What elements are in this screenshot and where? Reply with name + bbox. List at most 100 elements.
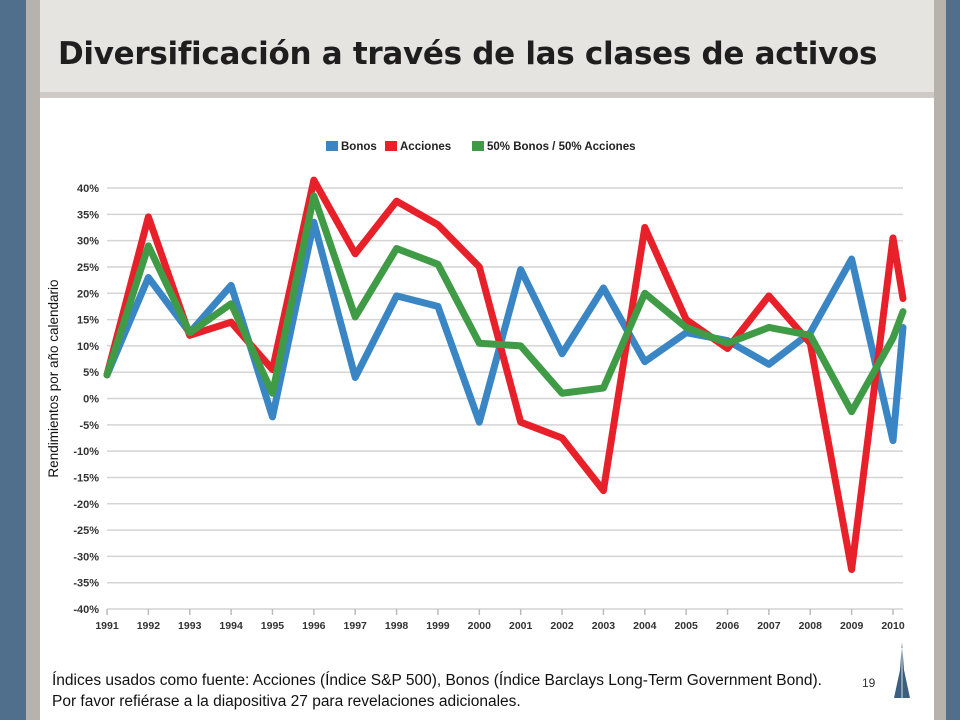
data-point [561, 353, 563, 355]
series-line-50-bonos-50-acciones [103, 192, 907, 416]
y-tick-label: 30% [77, 236, 99, 248]
y-tick-label: -30% [73, 551, 99, 563]
data-point [313, 195, 315, 197]
slide-title: Diversificación a través de las clases d… [58, 36, 878, 72]
data-point [892, 237, 894, 239]
data-point [520, 345, 522, 347]
data-point [271, 369, 273, 371]
x-tick-label: 2000 [468, 620, 492, 632]
header-divider [40, 92, 934, 98]
data-point [768, 326, 770, 328]
data-point [189, 332, 191, 334]
y-tick-label: 0% [83, 394, 99, 406]
chart-area: 40% 35% 30% 25% 20% 15% 10% 5% 0% -5% -10% -15% -20%… [40, 106, 934, 638]
y-tick-label: 5% [83, 367, 99, 379]
y-tick-label: 10% [77, 341, 99, 353]
data-point [437, 263, 439, 265]
y-tick-label: 25% [77, 262, 99, 274]
x-tick-label: 1994 [219, 620, 243, 632]
data-point [354, 376, 356, 378]
data-point [602, 287, 604, 289]
x-tick-label: 1992 [137, 620, 161, 632]
slide: Diversificación a través de las clases d… [40, 0, 934, 720]
slide-frame-right [946, 0, 960, 720]
data-point [809, 334, 811, 336]
x-tick-label: 2007 [757, 620, 781, 632]
x-tick-label: 1995 [261, 620, 285, 632]
legend-swatch [326, 141, 338, 151]
y-tick-label: 40% [77, 183, 99, 195]
y-tick-label: -5% [79, 420, 99, 432]
data-point [768, 295, 770, 297]
y-axis-label: Rendimientos por año calendario [46, 279, 61, 477]
x-tick-label: 2004 [633, 620, 657, 632]
x-tick-label: 2002 [550, 620, 574, 632]
data-point [147, 276, 149, 278]
data-point [354, 253, 356, 255]
data-point [230, 284, 232, 286]
legend-swatch [472, 141, 484, 151]
data-point [396, 295, 398, 297]
slide-frame-bar-right [934, 0, 946, 720]
y-tick-label: 35% [77, 209, 99, 221]
data-point [313, 179, 315, 181]
data-point [396, 200, 398, 202]
slide-frame-left [0, 0, 26, 720]
data-point [851, 411, 853, 413]
series-line-acciones [103, 176, 907, 574]
x-tick-label: 1999 [426, 620, 450, 632]
legend-swatch [385, 141, 397, 151]
data-point [520, 421, 522, 423]
data-point [437, 224, 439, 226]
data-point [851, 569, 853, 571]
data-point [354, 316, 356, 318]
data-point [313, 221, 315, 223]
data-point [602, 387, 604, 389]
x-tick-label: 2005 [674, 620, 698, 632]
data-point [602, 490, 604, 492]
x-tick-label: 1996 [302, 620, 326, 632]
y-tick-label: 20% [77, 288, 99, 300]
legend-label: Bonos [341, 141, 377, 153]
data-point [271, 392, 273, 394]
data-point [644, 292, 646, 294]
legend-label: Acciones [400, 141, 451, 153]
data-point [106, 374, 108, 376]
y-tick-label: -40% [73, 604, 99, 616]
x-tick-label: 2003 [592, 620, 616, 632]
slide-frame-bar-left [26, 0, 40, 720]
page-number: 19 [862, 676, 876, 690]
data-point [396, 248, 398, 250]
data-point [851, 258, 853, 260]
x-tick-label: 1998 [385, 620, 409, 632]
legend-label: 50% Bonos / 50% Acciones [487, 141, 636, 153]
data-point [271, 416, 273, 418]
y-tick-label: 15% [77, 315, 99, 327]
x-tick-label: 1993 [178, 620, 202, 632]
data-point [147, 216, 149, 218]
x-tick-label: 2009 [840, 620, 864, 632]
data-point [478, 266, 480, 268]
x-tick-label: 2006 [716, 620, 740, 632]
x-tick-label: 1997 [344, 620, 368, 632]
x-tick-label: 2008 [799, 620, 823, 632]
data-point [727, 342, 729, 344]
data-point [230, 303, 232, 305]
data-point [478, 342, 480, 344]
data-point [561, 392, 563, 394]
line-chart: 40% 35% 30% 25% 20% 15% 10% 5% 0% -5% -10% -15% -20%… [46, 141, 907, 632]
x-tick-label: 1991 [95, 620, 119, 632]
y-tick-label: -25% [73, 525, 99, 537]
data-point [892, 337, 894, 339]
data-point [478, 421, 480, 423]
tower-logo-icon [894, 642, 910, 698]
data-point [147, 245, 149, 247]
y-tick-label: -35% [73, 578, 99, 590]
y-tick-label: -15% [73, 472, 99, 484]
slide-header: Diversificación a través de las clases d… [40, 0, 934, 92]
data-point [644, 361, 646, 363]
footnote: Índices usados como fuente: Acciones (Ín… [52, 672, 822, 710]
data-point [685, 332, 687, 334]
data-point [561, 437, 563, 439]
y-tick-label: -10% [73, 446, 99, 458]
